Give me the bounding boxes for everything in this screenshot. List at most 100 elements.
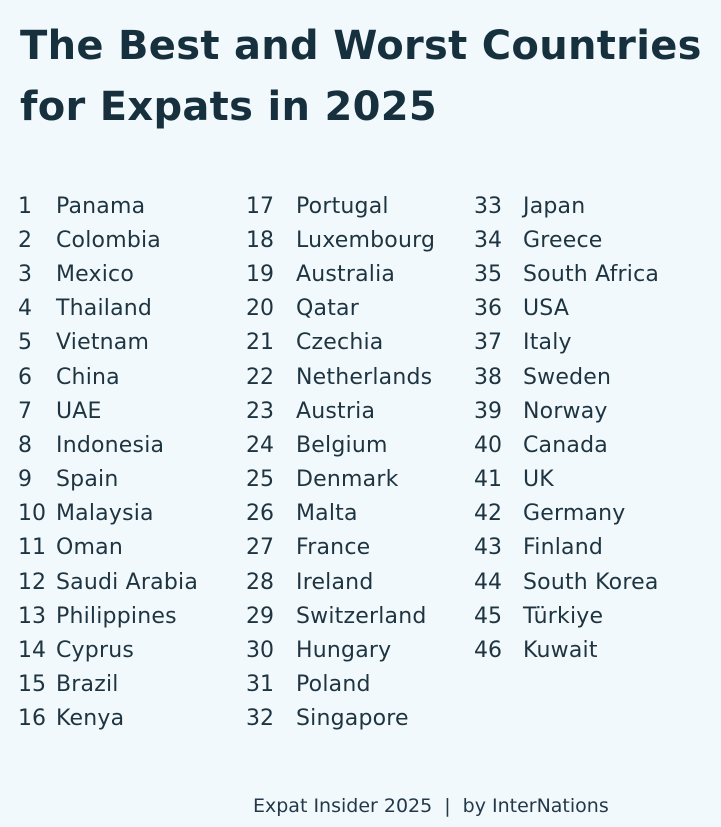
rank-number: 19 [246, 261, 274, 287]
rank-number: 3 [18, 261, 32, 287]
ranking-row: 17 Portugal [246, 189, 435, 223]
credit-name: by InterNations [462, 795, 609, 817]
country-name: Ireland [296, 569, 374, 595]
ranking-row: 6 China [18, 360, 198, 394]
country-name: China [56, 364, 120, 390]
ranking-row: 44 South Korea [474, 565, 659, 599]
rank-number: 13 [18, 603, 46, 629]
ranking-column-1: 1 Panama 2 Colombia 3 Mexico 4 Thailand 5 Vietnam… [18, 189, 198, 736]
rank-number: 38 [474, 364, 502, 390]
ranking-row: 7 UAE [18, 394, 198, 428]
ranking-row: 25 Denmark [246, 463, 435, 497]
title-line-1: The Best and Worst Countries [20, 23, 702, 69]
ranking-row: 22 Netherlands [246, 360, 435, 394]
ranking-row: 33 Japan [474, 189, 659, 223]
rank-number: 36 [474, 296, 502, 322]
ranking-row: 18 Luxembourg [246, 223, 435, 257]
country-name: Oman [56, 535, 123, 561]
rank-number: 43 [474, 535, 502, 561]
ranking-row: 3 Mexico [18, 257, 198, 291]
ranking-row: 36 USA [474, 292, 659, 326]
rank-number: 39 [474, 398, 502, 424]
ranking-row: 32 Singapore [246, 702, 435, 736]
ranking-row: 23 Austria [246, 394, 435, 428]
country-name: Luxembourg [296, 227, 436, 253]
country-name: Austria [296, 398, 376, 424]
footer-separator: | [444, 795, 451, 817]
rank-number: 31 [246, 672, 274, 698]
rank-number: 14 [18, 638, 46, 664]
ranking-row: 27 France [246, 531, 435, 565]
ranking-row: 45 Türkiye [474, 599, 659, 633]
rank-number: 20 [246, 296, 274, 322]
country-name: Singapore [296, 706, 409, 732]
rank-number: 40 [474, 432, 502, 458]
rank-number: 17 [246, 193, 274, 219]
ranking-row: 28 Ireland [246, 565, 435, 599]
country-name: Philippines [56, 603, 177, 629]
ranking-row: 35 South Africa [474, 257, 659, 291]
rank-number: 11 [18, 535, 46, 561]
country-name: Canada [523, 432, 608, 458]
ranking-row: 29 Switzerland [246, 599, 435, 633]
country-name: Thailand [56, 296, 153, 322]
rank-number: 5 [18, 330, 32, 356]
ranking-row: 1 Panama [18, 189, 198, 223]
rank-number: 12 [18, 569, 46, 595]
rank-number: 35 [474, 261, 502, 287]
rank-number: 25 [246, 467, 274, 493]
ranking-row: 2 Colombia [18, 223, 198, 257]
country-name: Türkiye [523, 603, 604, 629]
ranking-row: 30 Hungary [246, 633, 435, 667]
rank-number: 34 [474, 227, 502, 253]
ranking-row: 39 Norway [474, 394, 659, 428]
country-name: Sweden [523, 364, 612, 390]
country-name: Mexico [56, 261, 135, 287]
country-name: Australia [296, 261, 396, 287]
ranking-row: 42 Germany [474, 497, 659, 531]
country-name: Saudi Arabia [56, 569, 198, 595]
ranking-row: 34 Greece [474, 223, 659, 257]
ranking-row: 41 UK [474, 463, 659, 497]
ranking-row: 26 Malta [246, 497, 435, 531]
country-name: France [296, 535, 371, 561]
country-name: Panama [56, 193, 146, 219]
country-name: Malaysia [56, 501, 154, 527]
rank-number: 22 [246, 364, 274, 390]
country-name: Italy [523, 330, 572, 356]
country-name: Qatar [296, 296, 359, 322]
rank-number: 1 [18, 193, 32, 219]
rank-number: 9 [18, 467, 32, 493]
ranking-row: 16 Kenya [18, 702, 198, 736]
country-name: South Korea [523, 569, 659, 595]
ranking-column-2: 17 Portugal 18 Luxembourg 19 Australia 20 Qatar… [246, 189, 435, 736]
country-name: Brazil [56, 672, 119, 698]
rank-number: 16 [18, 706, 46, 732]
ranking-row: 40 Canada [474, 428, 659, 462]
source-credit: Expat Insider 2025 | by InterNations [253, 795, 703, 817]
country-name: Czechia [296, 330, 384, 356]
country-name: Vietnam [56, 330, 150, 356]
rank-number: 33 [474, 193, 502, 219]
country-name: Belgium [296, 432, 388, 458]
ranking-row: 37 Italy [474, 326, 659, 360]
rank-number: 30 [246, 638, 274, 664]
country-name: Kuwait [523, 638, 598, 664]
country-name: South Africa [523, 261, 660, 287]
ranking-row: 19 Australia [246, 257, 435, 291]
ranking-row: 43 Finland [474, 531, 659, 565]
country-name: Netherlands [296, 364, 433, 390]
country-name: Germany [523, 501, 626, 527]
country-name: Kenya [56, 706, 125, 732]
rank-number: 23 [246, 398, 274, 424]
ranking-row: 21 Czechia [246, 326, 435, 360]
ranking-row: 4 Thailand [18, 292, 198, 326]
rank-number: 24 [246, 432, 274, 458]
rank-number: 15 [18, 672, 46, 698]
country-name: Malta [296, 501, 358, 527]
country-name: UAE [56, 398, 102, 424]
ranking-row: 12 Saudi Arabia [18, 565, 198, 599]
rank-number: 2 [18, 227, 32, 253]
country-name: Poland [296, 672, 371, 698]
